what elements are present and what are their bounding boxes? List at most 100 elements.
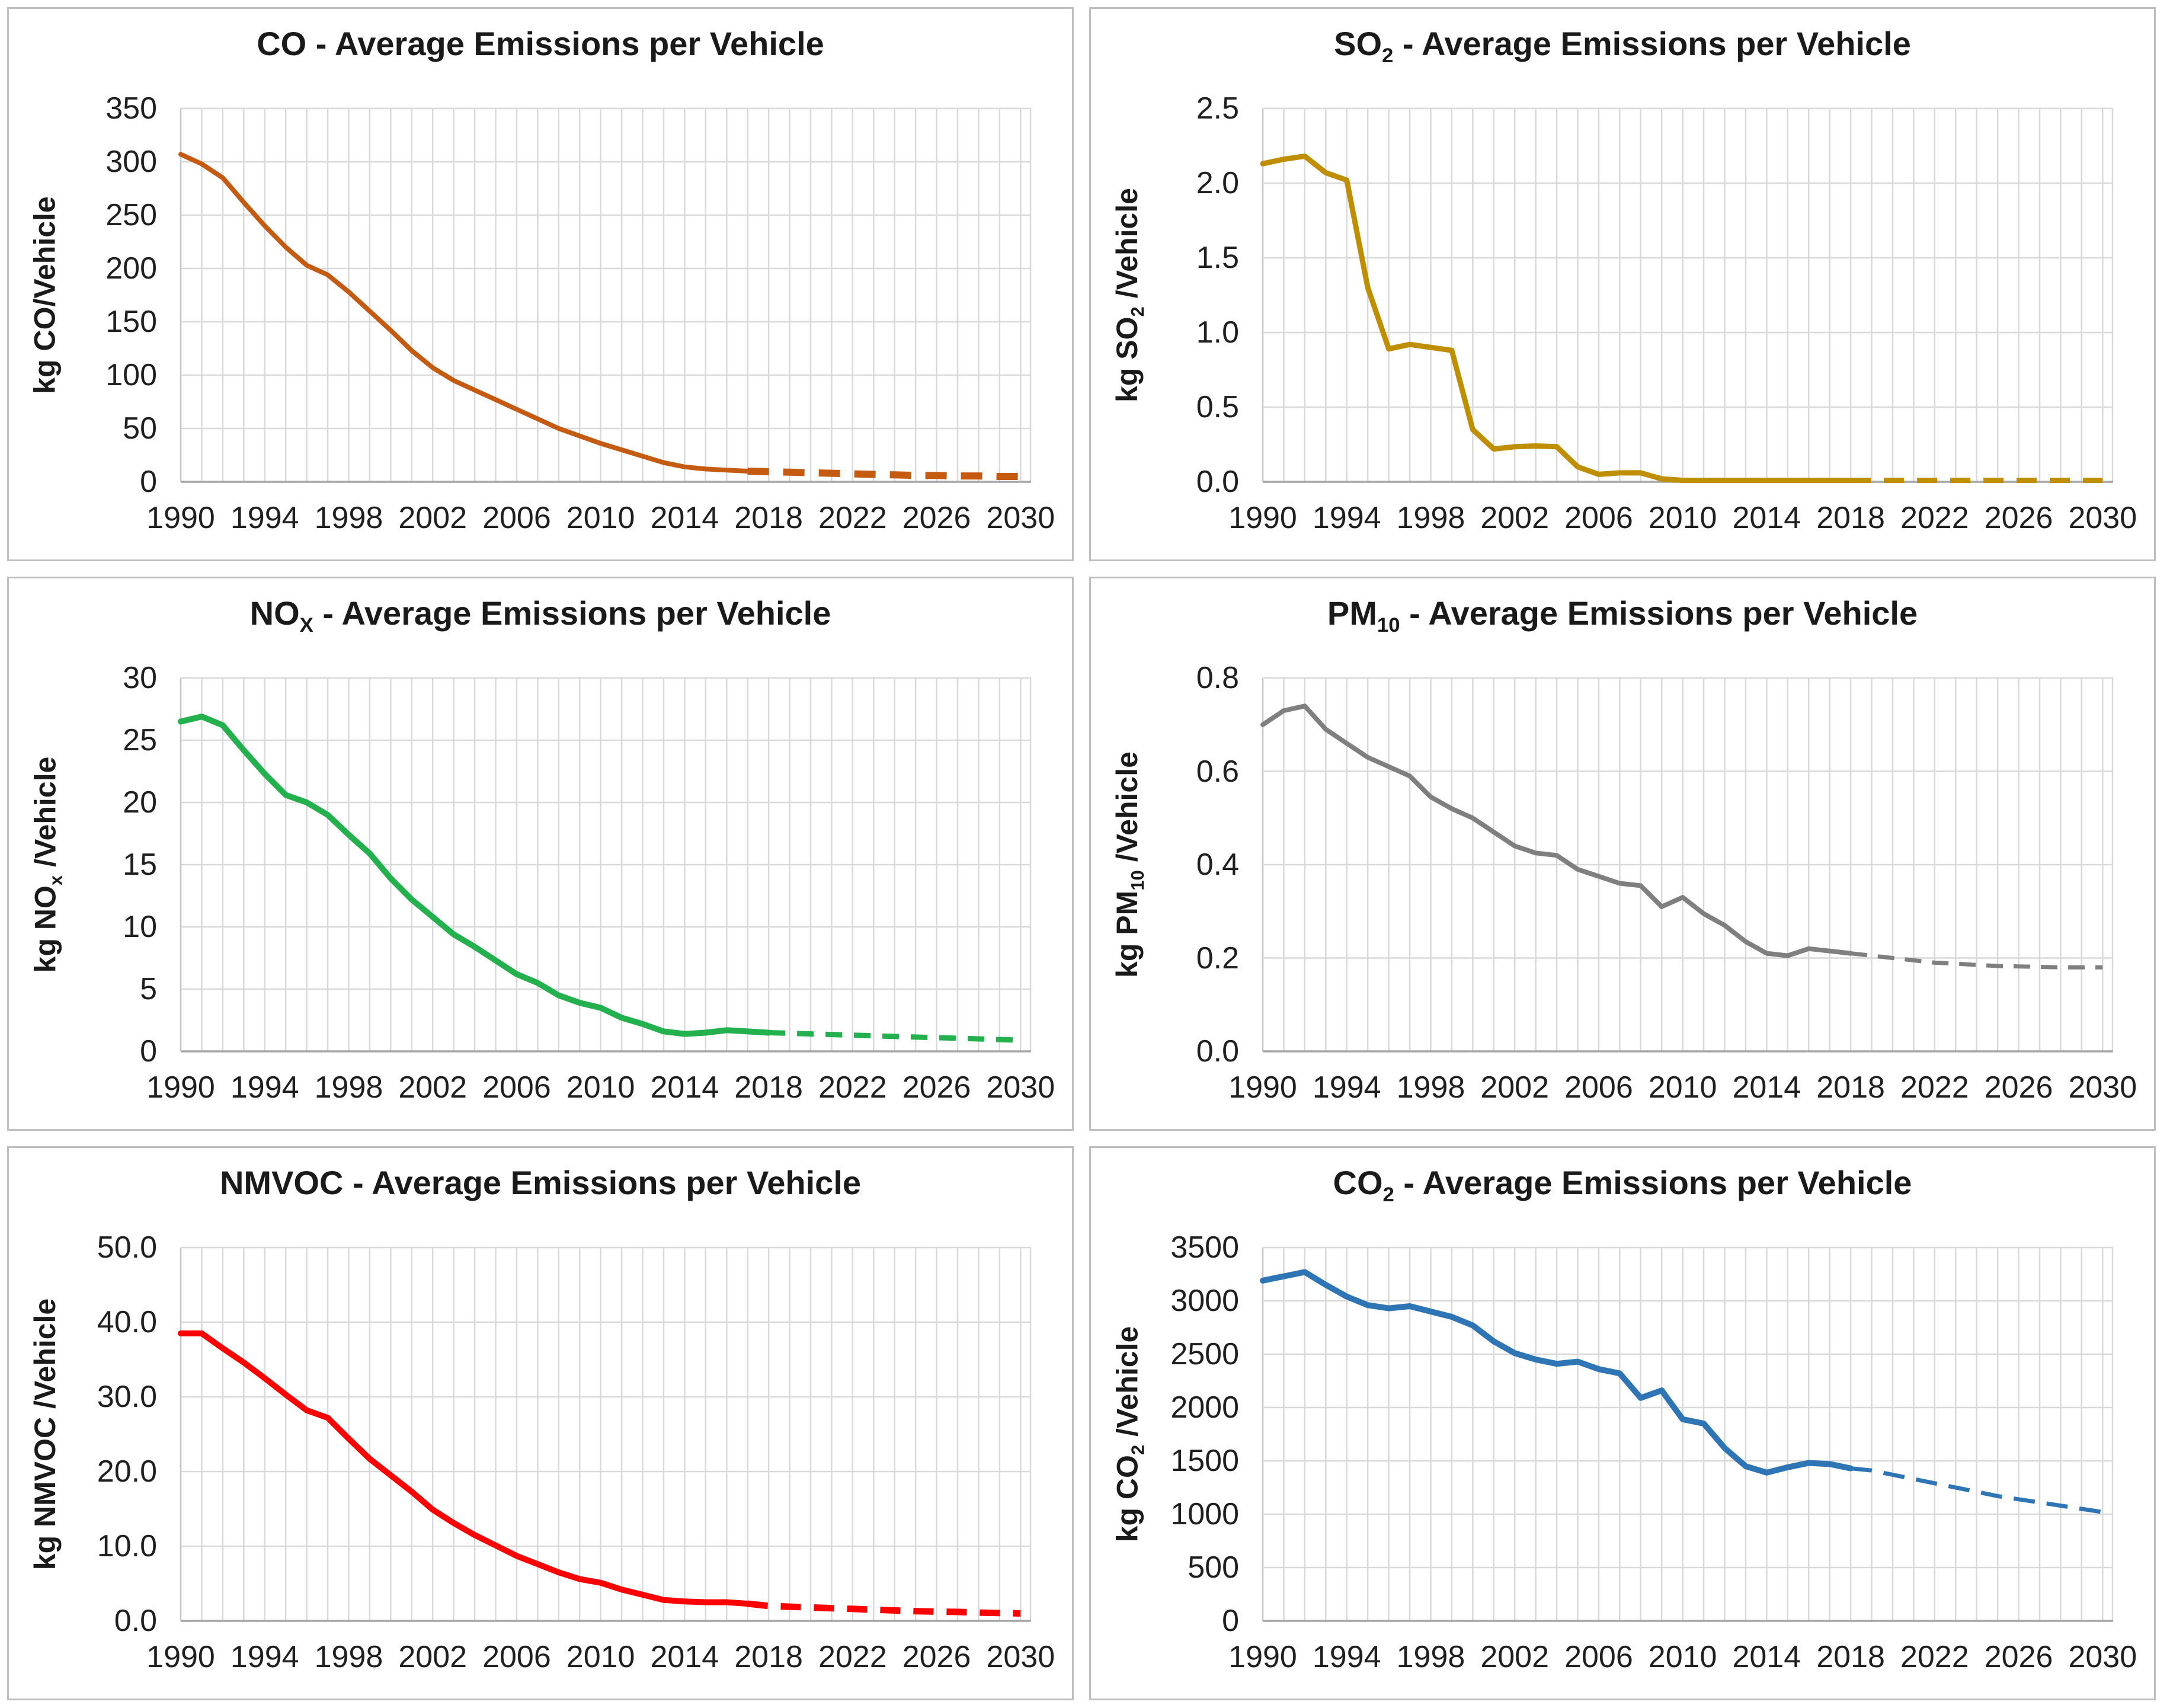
horizontal-gridlines <box>181 1246 1031 1622</box>
x-tick-label: 1994 <box>1312 501 1381 535</box>
chart-title-rest: - Average Emissions per Vehicle <box>343 1164 862 1201</box>
y-tick-label: 5 <box>140 972 157 1006</box>
x-tick-label: 2022 <box>818 1640 887 1674</box>
y-tick-label: 40.0 <box>97 1305 157 1339</box>
horizontal-gridlines <box>181 107 1031 483</box>
x-tick-label: 2006 <box>482 1640 551 1674</box>
x-tick-label: 2006 <box>482 501 551 535</box>
x-tick-label: 2014 <box>1732 1640 1801 1674</box>
x-tick-label: 1990 <box>1228 1070 1297 1105</box>
x-tick-label: 1998 <box>314 1640 383 1674</box>
chart-panel-so2: SO2 - Average Emissions per Vehicle kg S… <box>1089 7 2156 561</box>
chart-panel-co2: CO2 - Average Emissions per Vehicle kg C… <box>1089 1146 2156 1700</box>
x-tick-label: 1994 <box>230 1640 299 1674</box>
chart-title: SO2 - Average Emissions per Vehicle <box>1091 24 2154 66</box>
series-dashed-line <box>747 468 1021 480</box>
series-dashed-line <box>1850 951 2103 970</box>
chart-panel-nmvoc: NMVOC - Average Emissions per Vehicle kg… <box>7 1146 1074 1700</box>
x-tick-label: 1994 <box>230 501 299 535</box>
y-tick-label: 300 <box>105 145 157 179</box>
x-tick-label: 2022 <box>1900 1640 1969 1674</box>
x-tick-label: 2018 <box>734 1070 803 1105</box>
x-tick-label: 1998 <box>314 1070 383 1105</box>
y-tick-label: 0.6 <box>1196 754 1239 789</box>
plot-svg <box>1260 677 2114 1053</box>
x-tick-label: 2014 <box>650 1070 719 1105</box>
x-tick-label: 2006 <box>1564 1640 1633 1674</box>
chart-area: 2.5 2.0 1.5 1.0 0.5 0.0 1990 1994 1998 2002 2006 20… <box>1091 9 2154 559</box>
horizontal-gridlines <box>181 677 1031 1053</box>
plot-svg <box>178 107 1032 483</box>
plot-svg <box>1260 107 2114 483</box>
y-tick-label: 0.5 <box>1196 390 1239 424</box>
x-tick-label: 1998 <box>1396 501 1465 535</box>
x-tick-label: 2010 <box>1648 1070 1717 1105</box>
series-solid-line <box>178 714 772 1037</box>
x-tick-label: 1998 <box>314 501 383 535</box>
y-tick-label: 1000 <box>1170 1497 1239 1531</box>
x-tick-label: 2006 <box>1564 501 1633 535</box>
horizontal-gridlines <box>1263 107 2113 483</box>
chart-area: 350 300 250 200 150 100 50 0 1990 1994 1998 2002 200… <box>9 9 1072 559</box>
x-tick-label: 2022 <box>1900 501 1969 535</box>
y-tick-label: 200 <box>105 251 157 286</box>
x-tick-label: 1990 <box>146 1640 215 1674</box>
series-solid-line <box>1260 153 1854 483</box>
plot-svg <box>178 677 1032 1053</box>
y-tick-label: 20 <box>123 785 157 820</box>
x-tick-label: 2010 <box>1648 501 1717 535</box>
x-tick-label: 2002 <box>1480 501 1550 535</box>
chart-title: NOX - Average Emissions per Vehicle <box>9 594 1072 636</box>
series-dashed-line <box>747 1600 1021 1617</box>
x-tick-label: 2026 <box>902 1070 971 1105</box>
x-tick-label: 2018 <box>1816 1070 1885 1105</box>
chart-panel-co: CO - Average Emissions per Vehicle kg CO… <box>7 7 1074 561</box>
chart-title-base: PM <box>1327 594 1377 632</box>
y-tick-label: 250 <box>105 198 157 232</box>
plot-svg <box>178 1246 1032 1622</box>
x-tick-label: 2010 <box>1648 1640 1717 1674</box>
chart-area: 0.8 0.6 0.4 0.2 0.0 1990 1994 1998 2002 2006 2010 2… <box>1091 578 2154 1129</box>
y-tick-label: 50.0 <box>97 1230 157 1265</box>
y-tick-label: 500 <box>1188 1550 1239 1585</box>
x-tick-label: 2018 <box>1816 1640 1885 1674</box>
x-tick-label: 1998 <box>1396 1070 1465 1105</box>
horizontal-gridlines <box>1263 1246 2113 1622</box>
x-tick-label: 2014 <box>650 1640 719 1674</box>
y-tick-label: 15 <box>123 847 157 882</box>
y-tick-label: 2.0 <box>1196 166 1239 200</box>
y-tick-label: 20.0 <box>97 1454 157 1489</box>
y-tick-label: 30 <box>123 661 157 695</box>
series-dashed-line <box>768 1030 1021 1043</box>
x-tick-label: 2014 <box>650 501 719 535</box>
vertical-gridlines <box>180 108 1032 482</box>
y-tick-label: 350 <box>105 91 157 126</box>
chart-title: CO - Average Emissions per Vehicle <box>9 24 1072 63</box>
y-tick-label: 100 <box>105 358 157 392</box>
x-tick-label: 2030 <box>2068 1070 2137 1105</box>
chart-area: 30 25 20 15 10 5 0 1990 1994 1998 2002 2006 2010 2014… <box>9 578 1072 1129</box>
x-tick-label: 2018 <box>734 1640 803 1674</box>
y-tick-label: 0.2 <box>1196 941 1239 975</box>
horizontal-gridlines <box>1263 677 2113 1053</box>
x-tick-label: 2006 <box>482 1070 551 1105</box>
x-tick-label: 2018 <box>734 501 803 535</box>
chart-title-base: CO <box>1333 1164 1383 1201</box>
chart-title-base: SO <box>1334 25 1382 62</box>
y-tick-label: 0.8 <box>1196 661 1239 695</box>
x-tick-label: 1994 <box>230 1070 299 1105</box>
x-tick-label: 2002 <box>398 501 468 535</box>
chart-area: 50.0 40.0 30.0 20.0 10.0 0.0 1990 1994 1998 2002 2… <box>9 1148 1072 1699</box>
series-dashed-line <box>1850 1466 2103 1514</box>
x-tick-label: 1998 <box>1396 1640 1465 1674</box>
series-solid-line <box>1260 1269 1854 1476</box>
x-tick-label: 2002 <box>398 1070 468 1105</box>
x-tick-label: 2026 <box>902 501 971 535</box>
chart-title-subscript: 2 <box>1382 1184 1394 1207</box>
x-tick-label: 1990 <box>146 1070 215 1105</box>
y-tick-label: 2000 <box>1170 1390 1239 1425</box>
y-tick-label: 1.0 <box>1196 315 1239 350</box>
y-tick-label: 2500 <box>1170 1337 1239 1371</box>
